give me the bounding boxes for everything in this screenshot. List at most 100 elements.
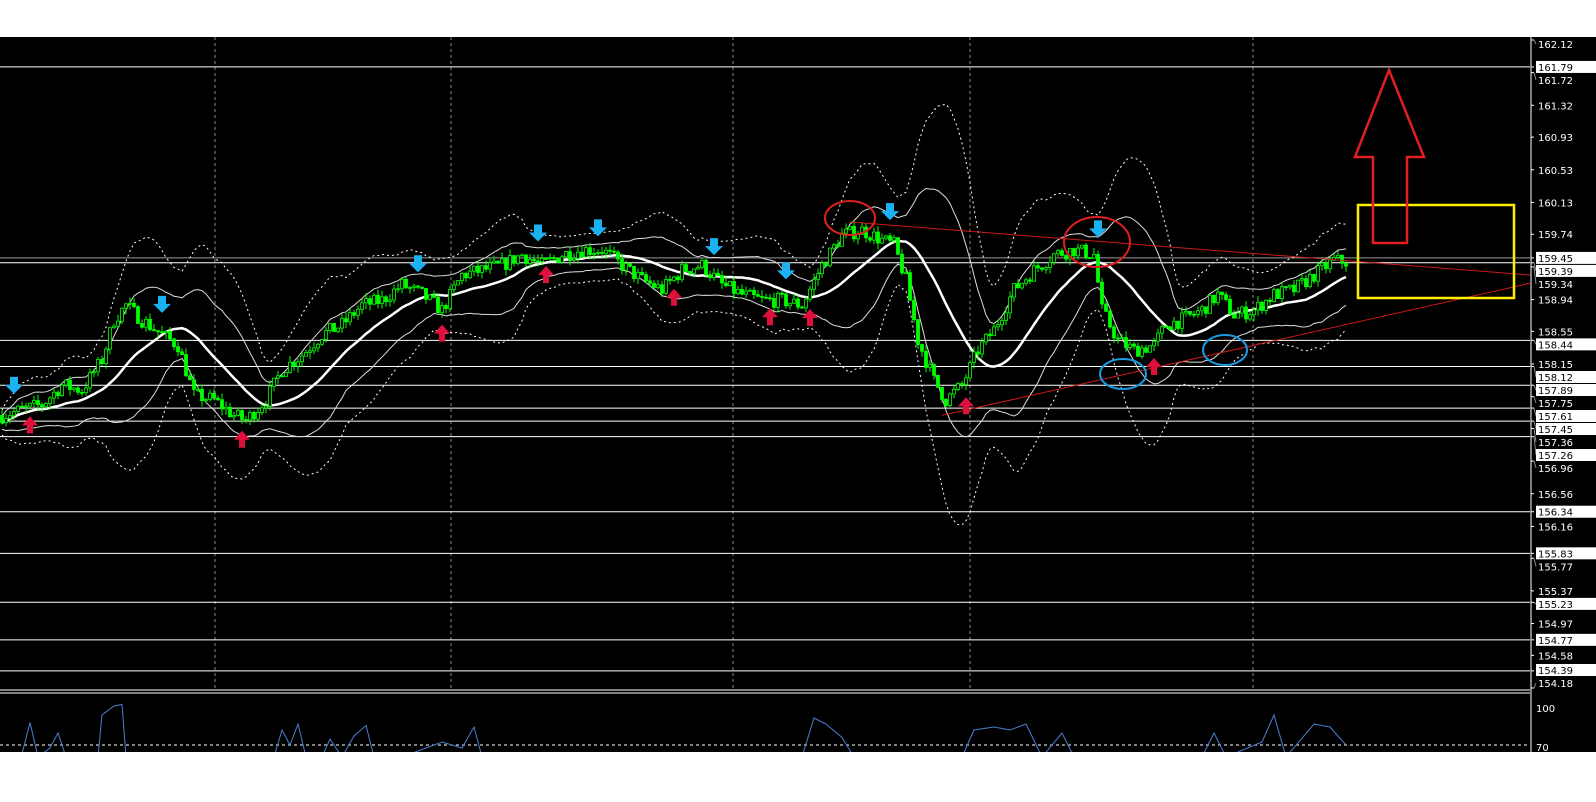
candle-body: [456, 280, 460, 286]
axis-label-leader: [1533, 428, 1537, 443]
level-price-label: 155.23: [1538, 600, 1573, 611]
candle-body: [292, 361, 296, 367]
candle-body: [1280, 286, 1284, 299]
candle-body: [784, 293, 788, 307]
buy-arrow-icon: [762, 308, 778, 326]
candle-body: [304, 352, 308, 357]
candle-body: [1268, 299, 1272, 302]
candle-body: [1104, 303, 1108, 312]
candle-body: [1220, 291, 1224, 296]
candle-body: [624, 263, 628, 271]
candle-body: [680, 264, 684, 281]
candle-body: [112, 325, 116, 329]
candle-body: [272, 377, 276, 387]
candle-body: [708, 274, 712, 278]
candle-body: [812, 279, 816, 290]
candle-body: [1320, 262, 1324, 267]
axis-label-leader: [1533, 407, 1537, 417]
candle-body: [1248, 314, 1252, 320]
candle-body: [1064, 255, 1068, 260]
candle-body: [24, 405, 28, 408]
candle-body: [220, 399, 224, 410]
candle-body: [136, 306, 140, 324]
candle-body: [340, 318, 344, 329]
candle-body: [252, 412, 256, 420]
candle-body: [312, 347, 316, 352]
candle-body: [372, 294, 376, 305]
candle-body: [1196, 310, 1200, 315]
candle-body: [636, 272, 640, 279]
candle-body: [776, 292, 780, 308]
grid: [214, 37, 1254, 752]
candle-body: [640, 272, 644, 275]
candle-body: [1228, 298, 1232, 315]
axis-label-leader: [1533, 558, 1537, 567]
candle-body: [268, 385, 272, 407]
upper-band: [1, 187, 1347, 417]
level-price-box: [1536, 423, 1596, 435]
candle-body: [64, 379, 68, 386]
candle-body: [16, 405, 20, 412]
candle-body: [528, 258, 532, 264]
axis-tick-label: 161.32: [1538, 101, 1573, 112]
level-price-box: [1536, 664, 1596, 676]
buy-arrow-icon: [1146, 358, 1162, 376]
candle-body: [540, 258, 544, 262]
candle-body: [208, 392, 212, 400]
sell-arrow-icon: [705, 238, 723, 256]
level-price-label: 158.44: [1538, 340, 1573, 351]
level-price-label: 156.34: [1538, 508, 1573, 519]
candle-body: [1328, 259, 1332, 270]
candle-body: [232, 415, 236, 418]
candle-body: [732, 281, 736, 294]
candle-body: [380, 296, 384, 305]
candle-body: [472, 265, 476, 272]
chart-window[interactable]: 162.12 161.79 161.72 161.32 160.93 160.53 160.…: [0, 37, 1596, 752]
indicator-panel: [0, 689, 1596, 752]
axis-tick-label: 159.34: [1538, 280, 1573, 291]
candle-body: [868, 237, 872, 241]
axis-tick-label: 161.72: [1538, 76, 1573, 87]
axis-tick-label: 160.53: [1538, 166, 1573, 177]
level-price-box: [1536, 633, 1596, 646]
candle-body: [1244, 306, 1248, 320]
candle-body: [352, 312, 356, 316]
candle-body: [1048, 261, 1052, 268]
candle-body: [744, 290, 748, 295]
candle-body: [52, 391, 56, 399]
candle-body: [288, 361, 292, 373]
candle-body: [248, 412, 252, 421]
candle-body: [0, 415, 4, 424]
axis-label-leader: [1533, 601, 1537, 605]
candle-body: [1172, 320, 1176, 331]
candle-body: [672, 276, 676, 281]
candle-body: [184, 354, 188, 377]
price-chart[interactable]: 162.12 161.79 161.72 161.32 160.93 160.53 160.…: [0, 37, 1596, 752]
candle-body: [1096, 254, 1100, 283]
level-price-box: [1536, 251, 1596, 264]
candle-body: [20, 405, 24, 408]
candle-body: [608, 249, 612, 252]
candle-body: [200, 388, 204, 402]
candle-body: [568, 251, 572, 261]
candle-body: [244, 419, 248, 421]
candle-body: [452, 284, 456, 290]
candle-body: [132, 302, 136, 307]
axis-tick-label: 155.77: [1538, 562, 1573, 573]
candle-body: [188, 375, 192, 381]
signal-arrows: [5, 203, 1162, 448]
candle-body: [596, 252, 600, 254]
axis-label-leader: [1533, 421, 1537, 430]
horizontal-levels: [0, 66, 1530, 672]
candle-body: [532, 258, 536, 262]
candle-body: [1020, 282, 1024, 289]
candle-body: [32, 400, 36, 404]
candle-body: [72, 387, 76, 390]
candle-body: [1344, 262, 1348, 267]
candle-body: [1016, 283, 1020, 289]
indicator-tick-label: 100: [1536, 704, 1555, 715]
axis-label-leader: [1533, 72, 1537, 81]
level-price-box: [1536, 547, 1596, 560]
indicator-background: [0, 690, 1596, 752]
candle-body: [104, 348, 108, 364]
